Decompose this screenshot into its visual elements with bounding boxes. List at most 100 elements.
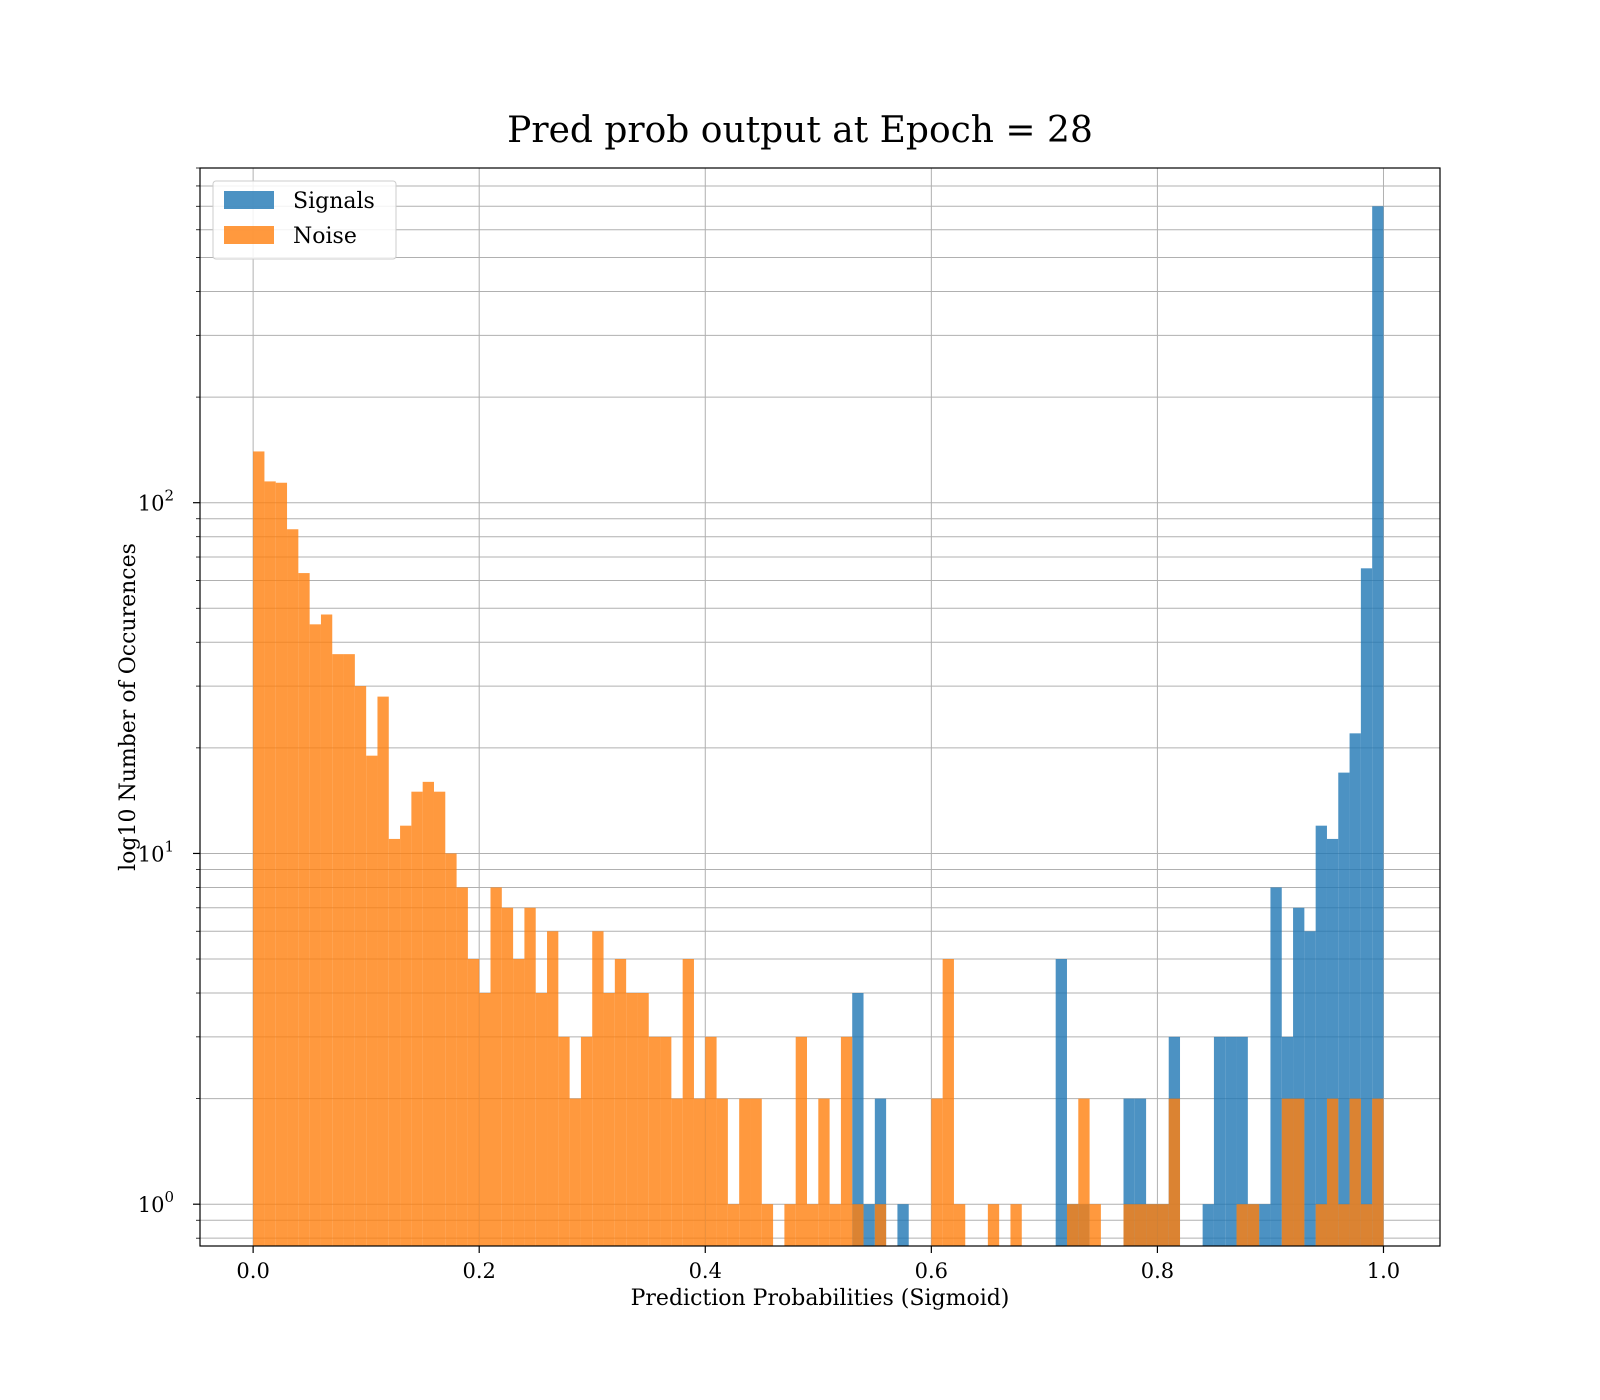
- bar-noise: [592, 931, 604, 1246]
- bar-noise: [400, 825, 412, 1246]
- bar-noise: [1089, 1204, 1101, 1246]
- bar-signals: [1213, 1036, 1226, 1246]
- bar-noise: [343, 654, 355, 1246]
- bar-noise: [445, 853, 457, 1246]
- legend-swatch-signals: [224, 191, 274, 209]
- y-tick-label: 102: [138, 487, 174, 516]
- bar-signals: [1338, 772, 1350, 1246]
- x-tick-label: 1.0: [1367, 1259, 1400, 1283]
- bar-noise: [366, 755, 378, 1246]
- bar-signals: [852, 993, 864, 1246]
- bar-noise: [807, 1204, 819, 1246]
- bar-noise: [456, 887, 468, 1246]
- bar-noise: [1157, 1204, 1169, 1246]
- bar-noise: [422, 781, 434, 1246]
- bar-signals: [1304, 931, 1316, 1246]
- bar-signals: [1259, 1204, 1271, 1246]
- bar-noise: [637, 993, 649, 1246]
- bar-signals: [1326, 838, 1339, 1246]
- bar-noise: [1123, 1204, 1135, 1246]
- bar-noise: [580, 1036, 593, 1246]
- y-axis-ticks: 100 101 102: [138, 167, 200, 1239]
- bar-noise: [671, 1098, 683, 1246]
- bar-noise: [535, 993, 548, 1246]
- bar-signals: [863, 1204, 875, 1246]
- bar-noise: [705, 1036, 717, 1246]
- bar-noise: [1236, 1204, 1248, 1246]
- bar-noise: [682, 959, 694, 1246]
- bar-noise: [1134, 1204, 1147, 1246]
- bar-noise: [569, 1098, 581, 1246]
- bar-noise: [1338, 1204, 1350, 1246]
- bar-signals: [1360, 568, 1373, 1246]
- bar-noise: [309, 624, 321, 1246]
- bar-noise: [1281, 1098, 1294, 1246]
- bar-noise: [614, 959, 627, 1246]
- bar-noise: [750, 1098, 762, 1246]
- bar-signals: [1372, 206, 1384, 1247]
- bar-noise: [931, 1098, 943, 1246]
- bar-noise: [648, 1036, 661, 1246]
- bar-noise: [852, 1204, 864, 1246]
- chart-title: Pred prob output at Epoch = 28: [507, 110, 1093, 151]
- bar-noise: [513, 959, 525, 1246]
- bar-noise: [795, 1036, 808, 1246]
- bar-noise: [840, 1036, 853, 1246]
- bar-noise: [953, 1204, 966, 1246]
- bar-noise: [298, 573, 310, 1246]
- bar-noise: [354, 686, 367, 1246]
- bar-noise: [727, 1204, 740, 1246]
- legend: Signals Noise: [212, 180, 397, 260]
- bar-noise: [1168, 1098, 1181, 1246]
- bar-noise: [558, 1036, 570, 1246]
- y-axis-label: log10 Number of Occurences: [116, 543, 141, 871]
- bar-signals: [897, 1204, 909, 1246]
- bar-noise: [818, 1098, 830, 1246]
- bar-noise: [1078, 1098, 1090, 1246]
- bar-noise: [784, 1204, 796, 1246]
- bar-noise: [1372, 1098, 1384, 1246]
- series-noise: [253, 451, 1384, 1247]
- x-tick-label: 0.0: [236, 1259, 269, 1283]
- bar-noise: [433, 791, 446, 1246]
- bar-noise: [501, 907, 514, 1246]
- bar-signals: [874, 1098, 887, 1246]
- legend-label-noise: Noise: [293, 224, 357, 249]
- bar-noise: [1066, 1204, 1079, 1246]
- bar-noise: [1010, 1204, 1022, 1246]
- x-axis-label: Prediction Probabilities (Sigmoid): [631, 1286, 1010, 1311]
- bar-noise: [942, 959, 954, 1246]
- bar-signals: [1293, 907, 1305, 1246]
- bar-signals: [1055, 959, 1067, 1246]
- bar-noise: [1360, 1204, 1373, 1246]
- legend-swatch-noise: [224, 226, 274, 244]
- x-tick-label: 0.4: [689, 1259, 722, 1283]
- bar-signals: [1225, 1036, 1237, 1246]
- bar-noise: [603, 993, 615, 1246]
- plot-frame: [199, 167, 1441, 1247]
- bar-noise: [411, 791, 423, 1246]
- bar-signals: [1123, 1098, 1135, 1246]
- bar-signals: [1349, 733, 1361, 1246]
- bar-noise: [1326, 1098, 1339, 1246]
- bar-noise: [716, 1098, 728, 1246]
- bar-noise: [1349, 1098, 1361, 1246]
- bar-noise: [320, 614, 333, 1246]
- bar-noise: [388, 838, 401, 1246]
- bar-noise: [524, 907, 536, 1246]
- bar-noise: [479, 993, 491, 1246]
- y-tick-label: 100: [138, 1188, 174, 1217]
- bar-noise: [761, 1204, 774, 1246]
- y-tick-label: 101: [138, 837, 174, 866]
- bar-noise: [1146, 1204, 1158, 1246]
- bar-noise: [253, 451, 265, 1246]
- bar-signals: [1236, 1036, 1248, 1246]
- bar-noise: [1293, 1098, 1305, 1246]
- bar-noise: [1247, 1204, 1260, 1246]
- bar-noise: [626, 993, 638, 1246]
- histogram-bars: [253, 206, 1384, 1247]
- bar-signals: [1270, 887, 1282, 1246]
- bar-noise: [660, 1036, 672, 1246]
- bar-signals: [1202, 1204, 1214, 1246]
- bar-signals: [1315, 825, 1327, 1246]
